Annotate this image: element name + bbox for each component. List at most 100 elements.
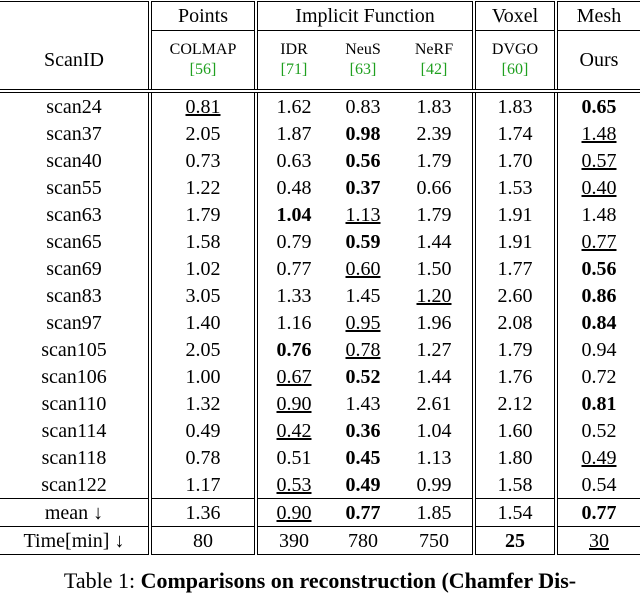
value-cell: 1.44: [396, 228, 474, 255]
value-cell: 2.61: [396, 390, 474, 417]
table-row: scan110 1.32 0.90 1.43 2.61 2.12 0.81: [0, 390, 640, 417]
value-text: 0.57: [581, 149, 617, 172]
column-row: ScanID COLMAP [56] IDR [71] NeuS [63] NeRF [42] D…: [0, 30, 640, 93]
value-cell: 1.77: [472, 255, 556, 282]
value-cell: 1.16: [254, 309, 330, 336]
value-text: 0.72: [581, 365, 617, 388]
value-cell: 0.78: [148, 444, 256, 471]
value-cell: 0.77: [254, 255, 330, 282]
table-row: scan83 3.05 1.33 1.45 1.20 2.60 0.86: [0, 282, 640, 309]
value-cell: 0.94: [554, 336, 640, 363]
citation: [42]: [420, 61, 448, 78]
value-text: 0.42: [276, 419, 312, 442]
table-row: scan40 0.73 0.63 0.56 1.79 1.70 0.57: [0, 147, 640, 174]
value-cell: 2.05: [148, 120, 256, 147]
value-cell: 80: [148, 526, 256, 555]
value-cell: 1.79: [396, 147, 474, 174]
value-cell: 390: [254, 526, 330, 555]
citation: [60]: [501, 61, 529, 78]
caption-text: Comparisons on reconstruction (Chamfer D…: [140, 568, 577, 593]
value-cell: 0.49: [148, 417, 256, 444]
caption-label: Table 1:: [63, 568, 141, 593]
value-cell: 0.65: [554, 91, 640, 120]
value-text: 0.53: [276, 473, 312, 496]
value-cell: 0.99: [396, 471, 474, 499]
value-cell: 1.91: [472, 228, 556, 255]
value-cell: 25: [472, 526, 556, 555]
value-text: 0.76: [276, 338, 312, 361]
value-text: 0.79: [276, 230, 312, 253]
value-text: 1.79: [416, 203, 452, 226]
row-label: mean ↓: [0, 498, 150, 527]
value-cell: 0.49: [330, 471, 396, 499]
value-text: 1.48: [581, 122, 617, 145]
value-text: 1.53: [497, 176, 533, 199]
value-text: 390: [279, 529, 309, 552]
table-row: scan106 1.00 0.67 0.52 1.44 1.76 0.72: [0, 363, 640, 390]
value-text: 2.12: [497, 392, 533, 415]
corner-cell: [0, 1, 150, 31]
value-cell: 1.91: [472, 201, 556, 228]
value-text: 1.33: [276, 284, 312, 307]
value-text: 0.51: [276, 446, 312, 469]
value-cell: 3.05: [148, 282, 256, 309]
value-text: 0.49: [581, 446, 617, 469]
value-text: 25: [505, 529, 525, 552]
value-text: 0.49: [345, 473, 381, 496]
value-cell: 0.83: [330, 91, 396, 120]
value-cell: 0.59: [330, 228, 396, 255]
value-cell: 1.83: [472, 91, 556, 120]
value-cell: 0.76: [254, 336, 330, 363]
value-text: 1.16: [276, 311, 312, 334]
value-text: 1.60: [497, 419, 533, 442]
value-text: 0.77: [345, 501, 381, 524]
column-header: COLMAP [56]: [148, 30, 256, 93]
method-name: NeRF: [414, 41, 454, 58]
group-header: Implicit Function: [254, 1, 474, 31]
value-cell: 2.60: [472, 282, 556, 309]
value-text: 1.96: [416, 311, 452, 334]
value-cell: 1.20: [396, 282, 474, 309]
value-text: 2.05: [185, 122, 221, 145]
row-label: scan110: [41, 392, 107, 415]
value-text: 2.39: [416, 122, 452, 145]
value-text: 1.44: [416, 230, 452, 253]
value-cell: 0.81: [554, 390, 640, 417]
value-cell: 750: [396, 526, 474, 555]
table-row: scan37 2.05 1.87 0.98 2.39 1.74 1.48: [0, 120, 640, 147]
value-text: 1.48: [581, 203, 617, 226]
value-text: 1.79: [185, 203, 221, 226]
value-text: 1.45: [345, 284, 381, 307]
value-text: 780: [348, 529, 378, 552]
value-cell: 1.43: [330, 390, 396, 417]
value-cell: 1.36: [148, 498, 256, 527]
value-cell: 0.90: [254, 390, 330, 417]
column-header: NeRF [42]: [396, 30, 474, 93]
value-text: 2.05: [185, 338, 221, 361]
value-text: 0.78: [185, 446, 221, 469]
value-text: 1.50: [416, 257, 452, 280]
value-cell: 0.54: [554, 471, 640, 499]
table-row: scan24 0.81 1.62 0.83 1.83 1.83 0.65: [0, 91, 640, 120]
value-text: 1.83: [497, 95, 533, 118]
value-text: 1.27: [416, 338, 452, 361]
value-cell: 0.79: [254, 228, 330, 255]
value-cell: 2.39: [396, 120, 474, 147]
row-label: scan63: [46, 203, 102, 226]
value-cell: 0.37: [330, 174, 396, 201]
value-cell: 1.74: [472, 120, 556, 147]
value-cell: 1.60: [472, 417, 556, 444]
value-cell: 0.45: [330, 444, 396, 471]
value-cell: 1.48: [554, 201, 640, 228]
value-cell: 1.33: [254, 282, 330, 309]
value-cell: 1.54: [472, 498, 556, 527]
table-row: scan55 1.22 0.48 0.37 0.66 1.53 0.40: [0, 174, 640, 201]
row-label: scan118: [41, 446, 107, 469]
value-text: 1.32: [185, 392, 221, 415]
value-text: 1.91: [497, 203, 533, 226]
value-cell: 0.53: [254, 471, 330, 499]
group-header: Mesh: [554, 1, 640, 31]
value-cell: 1.79: [472, 336, 556, 363]
citation: [63]: [349, 61, 377, 78]
row-label: scan69: [46, 257, 102, 280]
